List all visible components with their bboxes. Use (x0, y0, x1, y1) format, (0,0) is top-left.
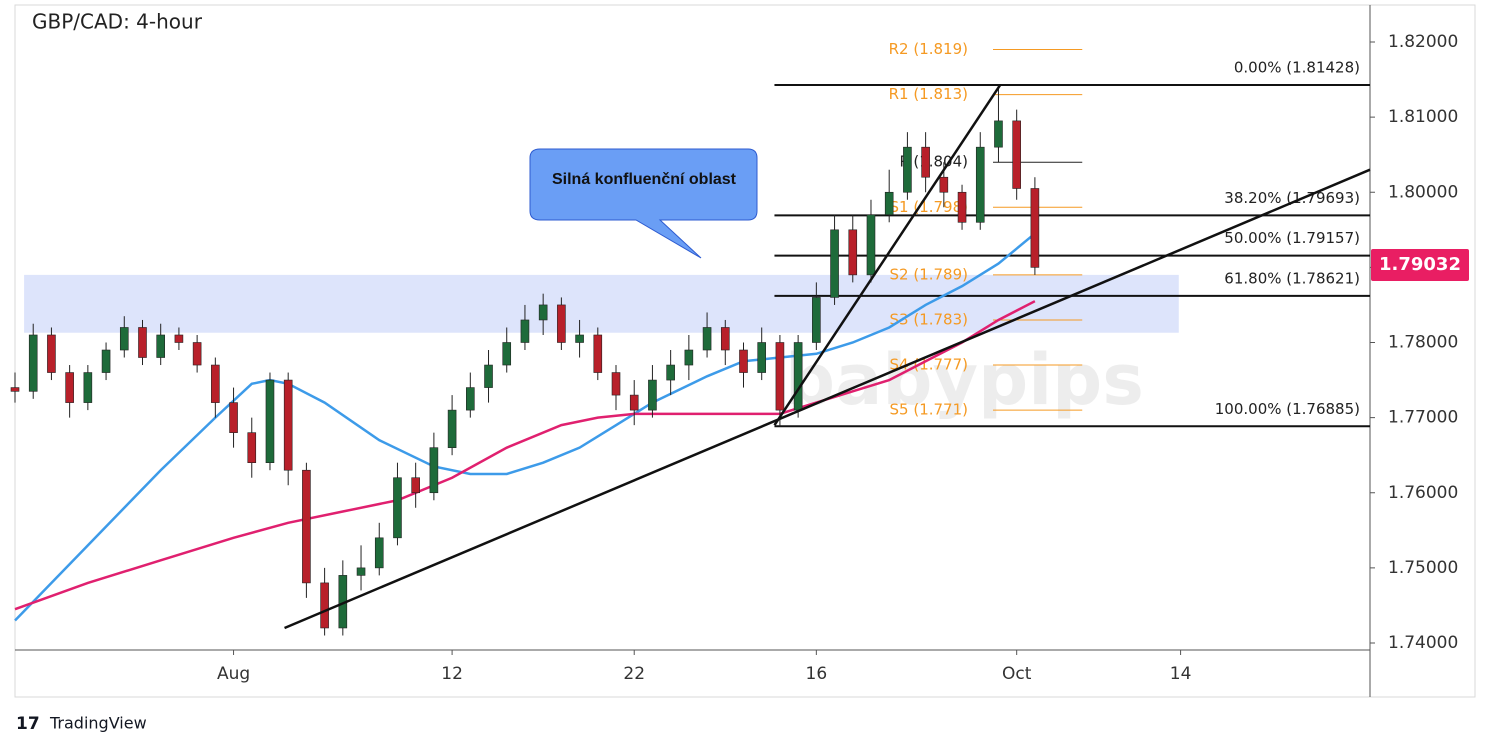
candle-body (393, 477, 402, 539)
pivot-label: R2 (1.819) (889, 40, 968, 58)
candle-body (138, 327, 147, 358)
candle-body (211, 364, 220, 403)
candle-body (611, 372, 621, 396)
pivot-label: R1 (1.813) (889, 85, 968, 103)
candle-body (283, 379, 293, 471)
x-tick-label: Oct (1002, 664, 1032, 684)
candle-body (10, 387, 20, 392)
fib-label: 61.80% (1.78621) (1224, 269, 1360, 287)
callout-box (529, 148, 758, 259)
chart-title: GBP/CAD: 4-hour (32, 10, 203, 34)
candle-body (320, 582, 329, 629)
candle-body (174, 334, 184, 343)
candle-body (720, 327, 730, 351)
pivot-label: S5 (1.771) (890, 401, 968, 419)
candle-body (1012, 120, 1021, 189)
candle-body (484, 364, 493, 388)
candle-body (247, 432, 257, 463)
candle-body (939, 176, 949, 193)
candle-body (101, 349, 111, 373)
x-tick-label: 12 (441, 664, 463, 684)
fib-label: 0.00% (1.81428) (1234, 58, 1360, 76)
candle-body (429, 447, 439, 494)
candle-body (447, 409, 457, 448)
candle-body (28, 334, 38, 392)
candle-body (575, 334, 584, 343)
candle-body (702, 327, 712, 351)
candle-body (775, 342, 785, 411)
candle-body (47, 334, 56, 373)
x-tick-label: 14 (1170, 664, 1192, 684)
y-tick-label: 1.75000 (1388, 558, 1458, 578)
candle-body (957, 191, 967, 223)
candle-body (648, 379, 657, 411)
candle-body (265, 379, 275, 463)
moving-average (14, 300, 1036, 611)
footer: TradingView (49, 714, 147, 733)
candle-body (994, 120, 1003, 148)
candle-body (65, 372, 74, 403)
candle-body (466, 387, 475, 411)
pivot-label: S4 (1.777) (890, 356, 968, 374)
fib-label: 100.00% (1.76885) (1215, 400, 1360, 418)
candle-body (83, 372, 93, 403)
candle-body (975, 146, 985, 223)
y-tick-label: 1.82000 (1388, 32, 1458, 52)
pivot-label: S2 (1.789) (890, 265, 968, 283)
candle-body (921, 146, 930, 178)
candle-body (884, 191, 894, 216)
candle-body (629, 394, 639, 411)
pivot-label: S1 (1.798) (890, 198, 968, 216)
trendline (773, 84, 1002, 426)
trendline (284, 168, 1371, 630)
candle-body (903, 146, 912, 193)
fib-label: 50.00% (1.79157) (1224, 229, 1360, 247)
candle-body (1030, 188, 1040, 268)
candle-body (119, 327, 129, 351)
candle-body (593, 334, 603, 373)
candle-body (520, 319, 530, 343)
candle-body (684, 349, 694, 366)
candle-body (302, 469, 311, 584)
y-tick-label: 1.76000 (1388, 483, 1458, 503)
y-tick-label: 1.81000 (1388, 107, 1458, 127)
watermark: babypips (785, 339, 1144, 421)
candle-body (866, 214, 876, 276)
footer-logo: 17 (16, 714, 40, 734)
y-tick-label: 1.78000 (1388, 333, 1458, 353)
candle-body (156, 334, 165, 358)
candle-body (229, 402, 238, 433)
candle-body (830, 229, 839, 298)
candle-body (502, 342, 512, 366)
y-tick-label: 1.74000 (1388, 633, 1458, 653)
candle-body (848, 229, 858, 276)
logo-mark: 17 (16, 714, 40, 734)
moving-average (14, 232, 1036, 622)
candle-body (557, 304, 566, 343)
candle-body (666, 364, 675, 381)
candle-body (374, 537, 384, 569)
candle-body (757, 342, 767, 373)
candle-body (356, 567, 366, 576)
x-tick-label: 22 (623, 664, 645, 684)
x-tick-label: 16 (806, 664, 828, 684)
candle-body (411, 477, 420, 494)
candle-body (793, 342, 803, 411)
x-tick-label: Aug (217, 664, 250, 684)
callout-text: Silná konfluenční oblast (552, 171, 737, 188)
confluence-zone (24, 274, 1179, 333)
fib-label: 38.20% (1.79693) (1224, 189, 1360, 207)
last-price-box (1371, 248, 1469, 281)
candle-body (538, 304, 548, 321)
y-tick-label: 1.77000 (1388, 408, 1458, 428)
last-price-label: 1.79032 (1379, 254, 1461, 275)
candle-body (739, 349, 748, 373)
candle-body (192, 342, 202, 366)
candle-body (812, 297, 821, 343)
y-tick-label: 1.80000 (1388, 182, 1458, 202)
